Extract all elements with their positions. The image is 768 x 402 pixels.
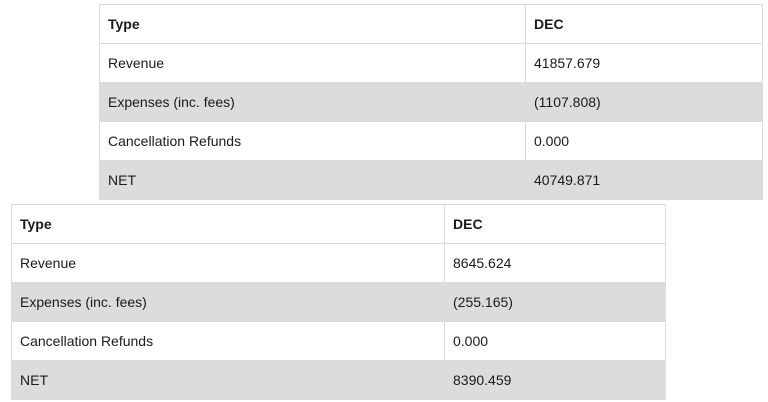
- row-value-cell: (1107.808): [525, 82, 763, 122]
- row-value-cell: 0.000: [444, 321, 666, 361]
- summary-table-1: Type DEC Revenue 41857.679 Expenses (inc…: [99, 4, 763, 200]
- table-row-revenue: Revenue 8645.624: [11, 243, 666, 283]
- table-header-row: Type DEC: [99, 4, 763, 44]
- row-type-cell: Expenses (inc. fees): [11, 282, 445, 322]
- row-value-cell: 8390.459: [444, 360, 666, 400]
- table-row-revenue: Revenue 41857.679: [99, 43, 763, 83]
- row-value-cell: 8645.624: [444, 243, 666, 283]
- row-value-cell: 40749.871: [525, 160, 763, 200]
- row-type-cell: Expenses (inc. fees): [99, 82, 526, 122]
- table-row-refunds: Cancellation Refunds 0.000: [11, 321, 666, 361]
- column-header-type: Type: [99, 4, 526, 44]
- table-row-expenses: Expenses (inc. fees) (1107.808): [99, 82, 763, 122]
- row-value-cell: 41857.679: [525, 43, 763, 83]
- column-header-dec: DEC: [444, 204, 666, 244]
- row-type-cell: Cancellation Refunds: [99, 121, 526, 161]
- summary-table-2: Type DEC Revenue 8645.624 Expenses (inc.…: [11, 204, 666, 400]
- table-row-net: NET 40749.871: [99, 160, 763, 200]
- row-type-cell: NET: [11, 360, 445, 400]
- table-row-expenses: Expenses (inc. fees) (255.165): [11, 282, 666, 322]
- row-value-cell: 0.000: [525, 121, 763, 161]
- table-row-refunds: Cancellation Refunds 0.000: [99, 121, 763, 161]
- table-header-row: Type DEC: [11, 204, 666, 244]
- column-header-type: Type: [11, 204, 445, 244]
- row-value-cell: (255.165): [444, 282, 666, 322]
- column-header-dec: DEC: [525, 4, 763, 44]
- row-type-cell: Revenue: [99, 43, 526, 83]
- row-type-cell: NET: [99, 160, 526, 200]
- table-row-net: NET 8390.459: [11, 360, 666, 400]
- row-type-cell: Revenue: [11, 243, 445, 283]
- row-type-cell: Cancellation Refunds: [11, 321, 445, 361]
